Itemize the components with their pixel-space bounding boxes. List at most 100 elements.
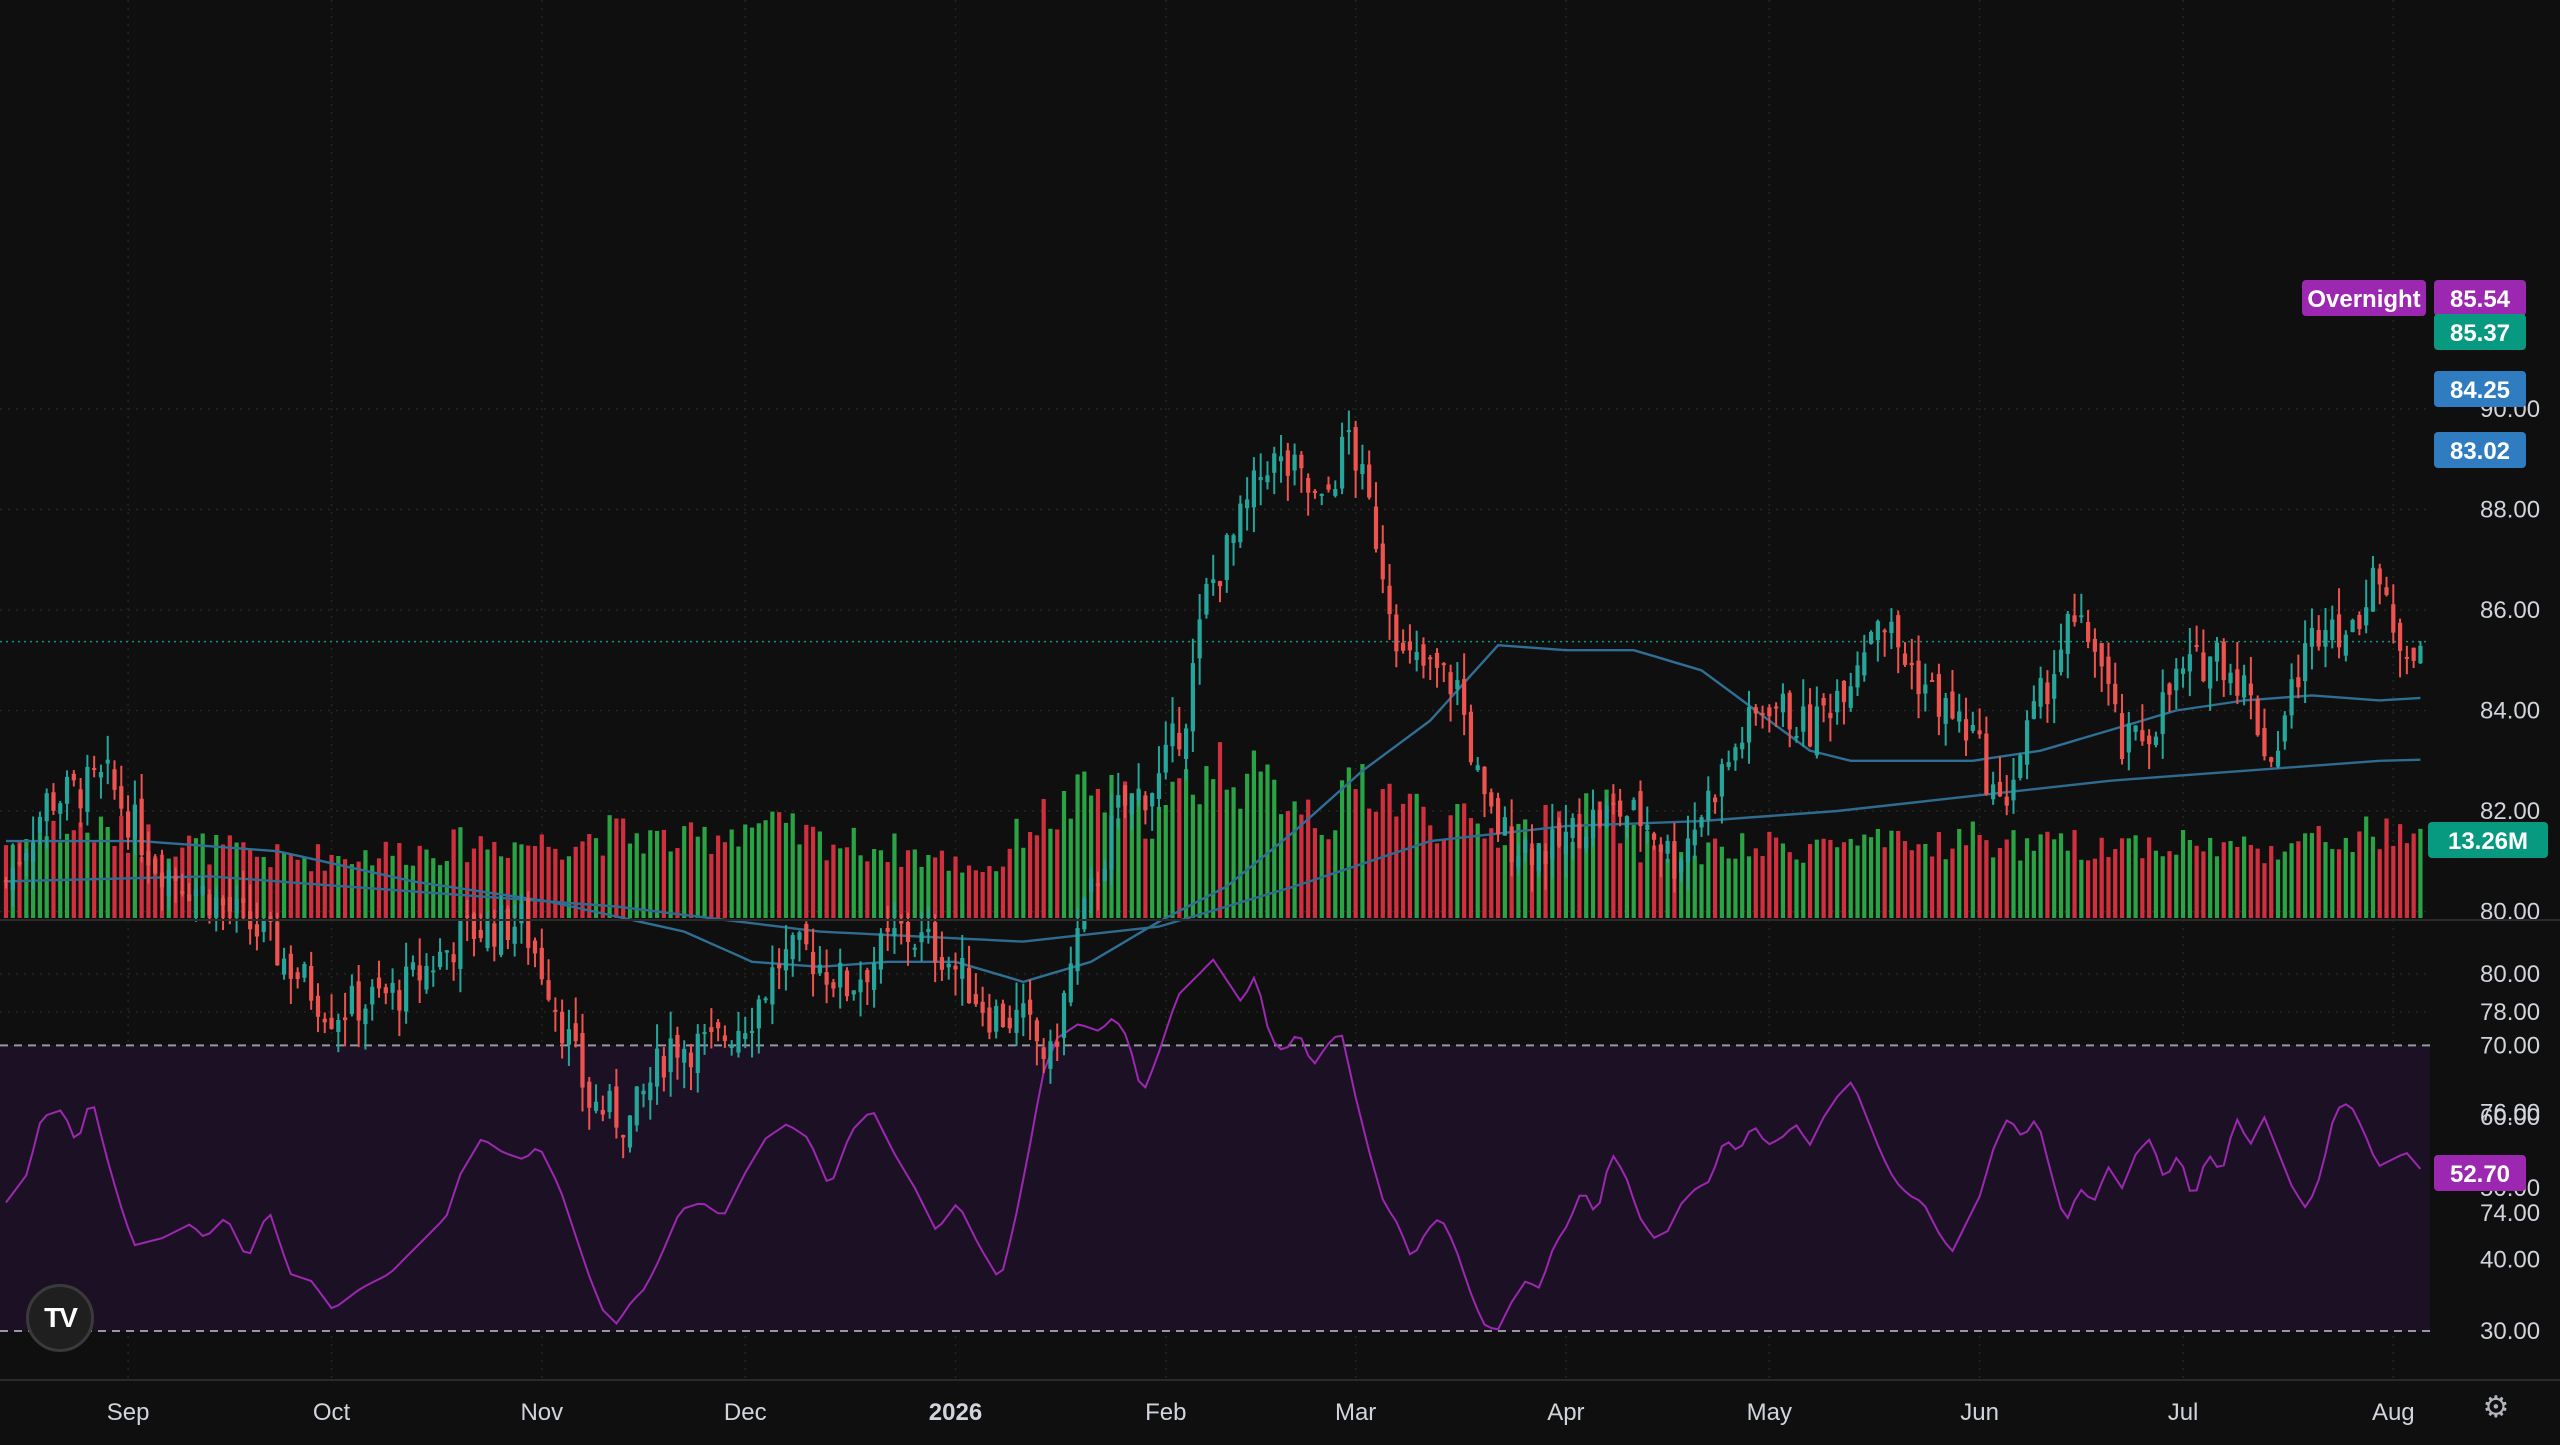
volume-bar	[288, 854, 293, 918]
candle	[295, 967, 300, 989]
candle	[770, 945, 775, 1025]
volume-bar	[1495, 847, 1501, 918]
candle	[302, 961, 307, 983]
volume-bar	[641, 853, 646, 918]
candle	[1326, 476, 1331, 493]
volume-bar	[485, 849, 490, 918]
volume-bar	[1448, 815, 1453, 918]
volume-bar	[2011, 830, 2016, 918]
volume-bar	[777, 812, 782, 918]
volume-bar	[851, 827, 856, 918]
candle	[1129, 793, 1134, 831]
candle	[2031, 685, 2036, 720]
candle	[356, 965, 361, 1048]
candle	[1536, 843, 1541, 877]
candle	[1489, 788, 1494, 814]
price-tick-label: 84.00	[2480, 698, 2540, 725]
candle	[220, 895, 226, 931]
volume-bar	[343, 859, 348, 918]
candle	[1421, 637, 1426, 679]
candle	[1882, 628, 1887, 657]
volume-bar	[1428, 825, 1433, 918]
candle	[634, 1085, 639, 1132]
settings-gear-icon[interactable]: ⚙	[2482, 1391, 2510, 1424]
candle	[1109, 792, 1114, 886]
candle	[1380, 525, 1385, 594]
candle	[1794, 726, 1799, 743]
rsi-pane[interactable]	[0, 958, 2430, 1332]
candle	[92, 755, 97, 778]
tradingview-logo[interactable]: TV	[26, 1284, 94, 1352]
candle	[2214, 636, 2220, 682]
candle	[939, 931, 945, 981]
volume-bar	[1679, 852, 1684, 918]
candle	[241, 870, 246, 921]
volume-bar	[322, 870, 327, 918]
candle	[1136, 763, 1141, 807]
candle	[1774, 702, 1779, 727]
candle	[85, 754, 90, 826]
candle	[207, 889, 212, 924]
candle	[492, 909, 497, 962]
candle	[1387, 563, 1392, 640]
candle	[1963, 697, 1969, 756]
volume-bar	[1265, 764, 1270, 918]
volume-bar	[1936, 832, 1942, 918]
time-tick-label: Dec	[724, 1399, 767, 1426]
volume-bar	[2024, 838, 2030, 918]
candle	[1543, 843, 1548, 890]
volume-bar	[532, 846, 538, 918]
candle	[322, 1012, 327, 1034]
volume-bar	[64, 833, 70, 918]
candle	[1631, 797, 1636, 811]
volume-bar	[1638, 862, 1643, 918]
price-tick-label: 82.00	[2480, 798, 2540, 825]
candle	[146, 831, 151, 884]
volume-bar	[1312, 828, 1318, 918]
candle	[458, 920, 463, 993]
volume-bar	[1787, 852, 1792, 918]
volume-bar	[872, 849, 877, 918]
candle	[1645, 806, 1650, 844]
candle	[1373, 482, 1379, 553]
volume-bar	[1611, 793, 1616, 918]
volume-bar	[960, 872, 965, 918]
candle	[2072, 593, 2077, 627]
volume-bar	[2133, 835, 2138, 918]
volume-bar	[1353, 789, 1358, 918]
rsi-tick-label: 80.00	[2480, 961, 2540, 988]
candle	[1821, 693, 1826, 723]
volume-bar	[621, 818, 626, 918]
candle	[2235, 641, 2240, 705]
volume-bar	[1183, 769, 1189, 918]
volume-bar	[1367, 808, 1372, 918]
axes: 90.0088.0086.0084.0082.0080.0078.0076.00…	[0, 396, 2560, 1426]
volume-bar	[125, 852, 131, 918]
candle	[1780, 683, 1786, 727]
volume-bar	[1055, 829, 1060, 918]
volume-bar	[1733, 858, 1738, 918]
candle	[227, 878, 232, 925]
candle	[10, 843, 15, 907]
volume-bar	[1997, 848, 2003, 918]
price-candles[interactable]	[3, 410, 2423, 1159]
candle	[1150, 792, 1155, 831]
volume-bar	[370, 865, 375, 918]
candle	[1618, 788, 1623, 827]
svg-text:13.26M: 13.26M	[2448, 828, 2528, 855]
rsi-line	[5, 958, 2422, 1331]
volume-bar	[44, 836, 49, 918]
candle	[600, 1095, 605, 1122]
volume-bar	[1095, 788, 1101, 918]
candle	[1984, 716, 1989, 796]
volume-bar	[1414, 793, 1419, 918]
price-tick-label: 78.00	[2480, 999, 2540, 1026]
volume-bar	[1977, 834, 1982, 918]
volume-bar	[1828, 839, 1833, 918]
candle	[627, 1115, 633, 1153]
volume-bar	[2336, 849, 2342, 918]
volume-bar	[1577, 813, 1582, 918]
candle	[444, 950, 449, 970]
